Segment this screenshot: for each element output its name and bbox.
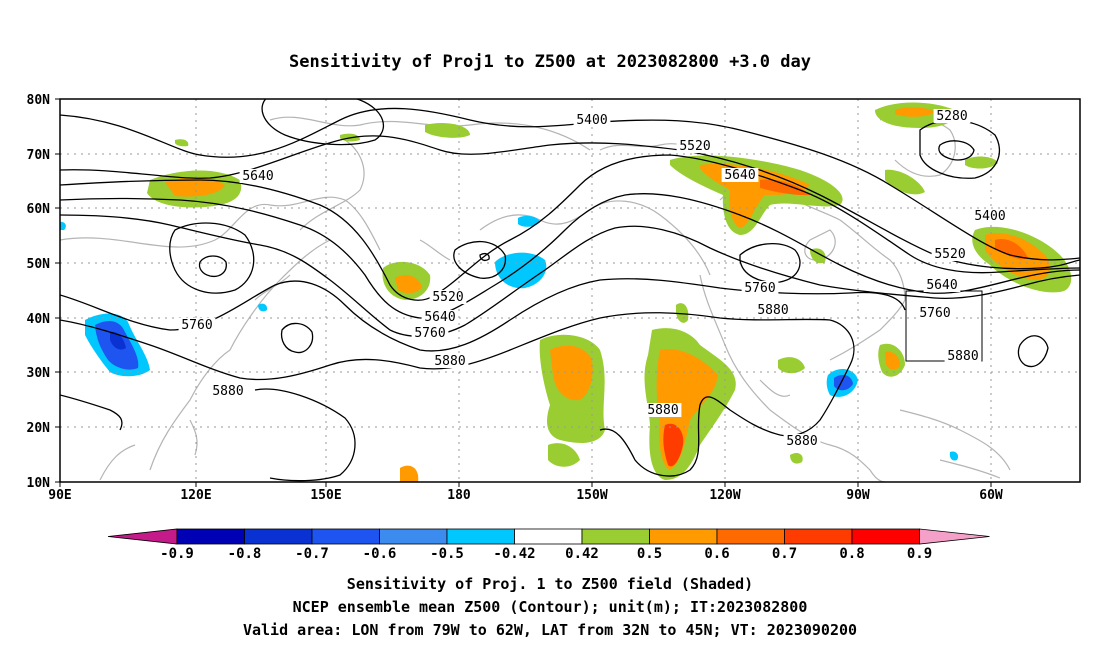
- contour-label-bg: [411, 326, 449, 340]
- colorbar-label: -0.8: [228, 546, 262, 562]
- colorbar-segment: [514, 528, 583, 545]
- lon-label: 120E: [180, 488, 211, 503]
- contour-label: 5880: [786, 434, 817, 449]
- contour-label-bg: [931, 247, 969, 261]
- contour-label-bg: [429, 290, 467, 304]
- colorbar-segment: [581, 528, 650, 545]
- contour-label: 5400: [576, 113, 607, 128]
- colorbar-label: 0.8: [839, 546, 864, 562]
- contour-label: 5880: [947, 349, 978, 364]
- colorbar-segment: [379, 528, 448, 545]
- contour-label-bg: [239, 169, 277, 183]
- colorbar-label: -0.42: [493, 546, 535, 562]
- colorbar-segment: [311, 528, 380, 545]
- contour-label-bg: [933, 109, 971, 123]
- colorbar-label: -0.6: [363, 546, 397, 562]
- lon-label: 180: [447, 488, 471, 503]
- lat-label: 40N: [27, 312, 51, 327]
- contour-label-bg: [421, 310, 459, 324]
- lat-label: 60N: [27, 202, 51, 217]
- contour-label: 5880: [757, 303, 788, 318]
- contour-label: 5400: [974, 209, 1005, 224]
- lat-label: 30N: [27, 366, 51, 381]
- contour-label: 5520: [679, 139, 710, 154]
- colorbar-label: 0.42: [565, 546, 599, 562]
- contour-label-bg: [676, 139, 714, 153]
- contour-label-bg: [209, 384, 247, 398]
- contour-label-bg: [721, 168, 759, 182]
- lon-label: 150W: [576, 488, 607, 503]
- contour-label: 5760: [181, 318, 212, 333]
- colorbar-segment: [244, 528, 313, 545]
- colorbar-segment: [784, 528, 853, 545]
- graticule: [60, 99, 1080, 482]
- colorbar-segment: [649, 528, 718, 545]
- contour-label-bg: [644, 403, 682, 417]
- lon-label: 120W: [709, 488, 740, 503]
- colorbar-left-arrow: [107, 528, 178, 545]
- contour-label-bg: [944, 349, 982, 363]
- colorbar-segment: [851, 528, 920, 545]
- contour-label-bg: [178, 318, 216, 332]
- colorbar-segment: [176, 528, 245, 545]
- caption-line-3: Valid area: LON from 79W to 62W, LAT fro…: [243, 621, 857, 639]
- plot-frame: [59, 98, 1081, 483]
- map-title: Sensitivity of Proj1 to Z500 at 20230828…: [289, 52, 811, 72]
- colorbar-label: -0.5: [430, 546, 464, 562]
- lat-label: 80N: [27, 93, 51, 108]
- z500-contours: [60, 99, 1080, 482]
- contour-label: 5760: [919, 306, 950, 321]
- contour-label-bg: [971, 209, 1009, 223]
- contour-label: 5640: [242, 169, 273, 184]
- contour-label: 5640: [724, 168, 755, 183]
- colorbar-label: 0.7: [772, 546, 797, 562]
- lat-labels: 80N 70N 60N 50N 40N 30N 20N 10N: [27, 93, 51, 491]
- caption-line-2: NCEP ensemble mean Z500 (Contour); unit(…: [293, 598, 808, 616]
- contour-label-bg: [431, 354, 469, 368]
- contour-label: 5760: [414, 326, 445, 341]
- contour-label: 5880: [212, 384, 243, 399]
- contour-label: 5520: [432, 290, 463, 305]
- contour-label: 5760: [744, 281, 775, 296]
- contour-label-bg: [741, 281, 779, 295]
- lat-label: 70N: [27, 148, 51, 163]
- contour-label: 5280: [936, 109, 967, 124]
- colorbar-right-arrow: [919, 528, 990, 545]
- contour-label: 5880: [647, 403, 678, 418]
- colorbar-label: 0.5: [637, 546, 662, 562]
- contour-label-bg: [783, 434, 821, 448]
- lat-label: 20N: [27, 421, 51, 436]
- axis-ticks: [55, 98, 992, 487]
- colorbar-label: 0.9: [907, 546, 932, 562]
- contour-label: 5520: [934, 247, 965, 262]
- lon-label: 90E: [48, 488, 71, 503]
- colorbar-label: 0.6: [704, 546, 729, 562]
- lon-label: 150E: [310, 488, 341, 503]
- contour-label-bg: [573, 113, 611, 127]
- caption-line-1: Sensitivity of Proj. 1 to Z500 field (Sh…: [347, 575, 753, 593]
- lat-label: 10N: [27, 476, 51, 491]
- colorbar-label: -0.7: [295, 546, 329, 562]
- contour-label: 5640: [424, 310, 455, 325]
- lon-label: 90W: [846, 488, 870, 503]
- lon-labels: 90E 120E 150E 180 150W 120W 90W 60W: [48, 488, 1003, 503]
- lon-label: 60W: [979, 488, 1003, 503]
- contour-label-bg: [923, 278, 961, 292]
- contour-label-bg: [754, 303, 792, 317]
- colorbar-labels: -0.9 -0.8 -0.7 -0.6 -0.5 -0.42 0.42 0.5 0.6 0.7 0.…: [160, 546, 932, 562]
- contour-label-bg: [916, 306, 954, 320]
- contour-label: 5880: [434, 354, 465, 369]
- colorbar: [107, 528, 990, 545]
- colorbar-segment: [446, 528, 515, 545]
- colorbar-label: -0.9: [160, 546, 194, 562]
- coastlines: [60, 114, 1011, 482]
- lat-label: 50N: [27, 257, 51, 272]
- contour-label: 5640: [926, 278, 957, 293]
- colorbar-segment: [716, 528, 785, 545]
- contour-labels: 5640540055205640528054005520564057605880…: [178, 109, 1009, 449]
